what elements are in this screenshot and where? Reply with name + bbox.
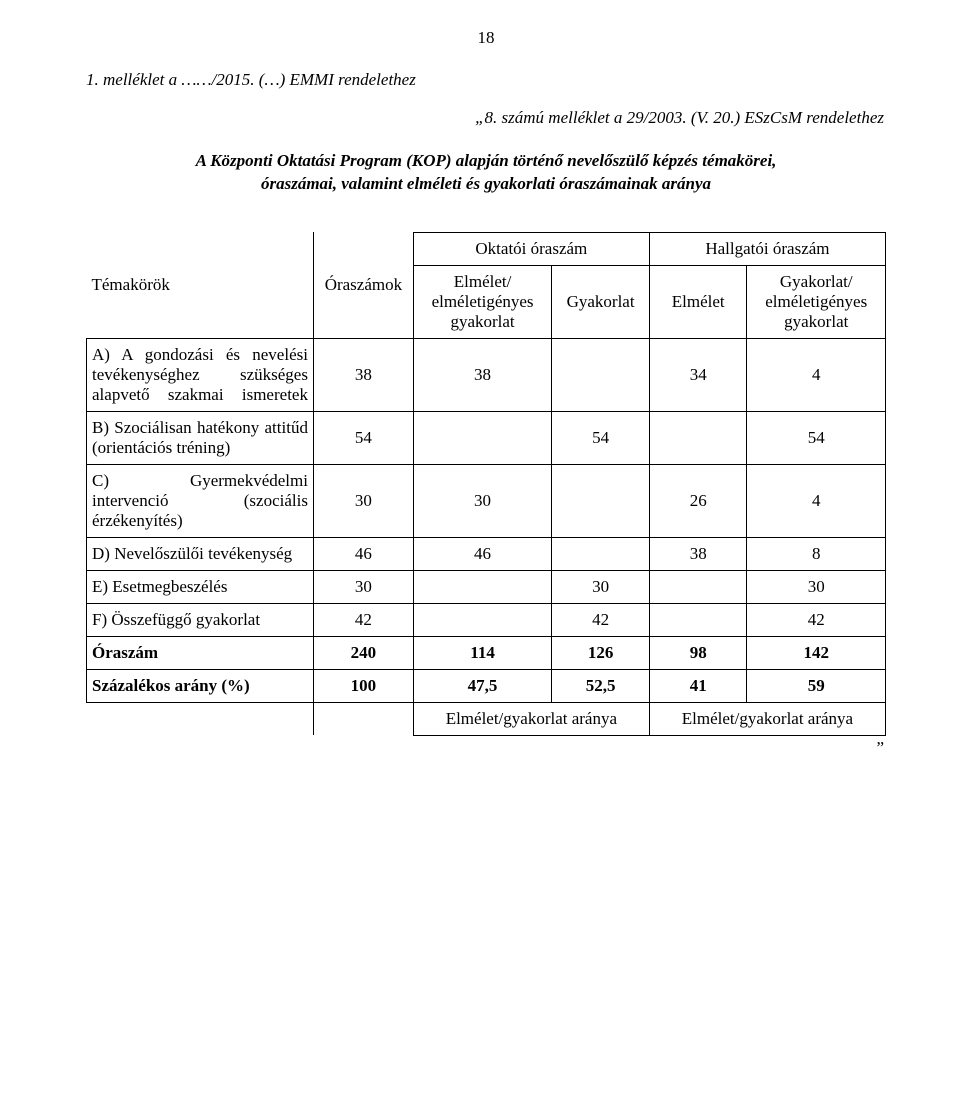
table-header-row-1: Témakörök Óraszámok Oktatói óraszám Hall…: [87, 232, 886, 265]
col-oraszamok: Óraszámok: [313, 232, 413, 338]
row-d-h-e: 38: [649, 537, 747, 570]
col-gyakorlat-h: Gyakorlat/ elméletigényes gyakorlat: [747, 265, 886, 338]
pct-h-e: 41: [649, 669, 747, 702]
row-c-okt-g: [552, 464, 650, 537]
row-e-ossz: 30: [313, 570, 413, 603]
oraszam-h-g: 142: [747, 636, 886, 669]
footer-right: Elmélet/gyakorlat aránya: [649, 702, 885, 735]
row-e-h-e: [649, 570, 747, 603]
document-subtitle: A Központi Oktatási Program (KOP) alapjá…: [86, 150, 886, 196]
row-e-okt-g: 30: [552, 570, 650, 603]
row-d-okt-g: [552, 537, 650, 570]
table-row: F) Összefüggő gyakorlat 42 42 42: [87, 603, 886, 636]
row-a-h-e: 34: [649, 338, 747, 411]
table-row-totals: Óraszám 240 114 126 98 142: [87, 636, 886, 669]
attachment-heading-2: „8. számú melléklet a 29/2003. (V. 20.) …: [86, 108, 886, 128]
col-oktatoi: Oktatói óraszám: [413, 232, 649, 265]
oraszam-okt-e: 114: [413, 636, 551, 669]
attachment-heading-1: 1. melléklet a ……/2015. (…) EMMI rendele…: [86, 70, 886, 90]
table-row: C) Gyermekvédelmi intervenció (szociális…: [87, 464, 886, 537]
row-f-okt-e: [413, 603, 551, 636]
row-b-h-g: 54: [747, 411, 886, 464]
oraszam-label: Óraszám: [87, 636, 314, 669]
row-c-ossz: 30: [313, 464, 413, 537]
table-row-percent: Százalékos arány (%) 100 47,5 52,5 41 59: [87, 669, 886, 702]
row-b-h-e: [649, 411, 747, 464]
footer-empty-2: [313, 702, 413, 735]
row-a-ossz: 38: [313, 338, 413, 411]
footer-empty-1: [87, 702, 314, 735]
pct-okt-g: 52,5: [552, 669, 650, 702]
pct-label: Százalékos arány (%): [87, 669, 314, 702]
row-f-h-e: [649, 603, 747, 636]
oraszam-ossz: 240: [313, 636, 413, 669]
row-b-ossz: 54: [313, 411, 413, 464]
row-b-label: B) Szociálisan hatékony attitűd (orientá…: [87, 411, 314, 464]
col-gyakorlat-okt: Gyakorlat: [552, 265, 650, 338]
row-d-h-g: 8: [747, 537, 886, 570]
col-temakorok: Témakörök: [87, 232, 314, 338]
row-e-label: E) Esetmegbeszélés: [87, 570, 314, 603]
col-elmelet-h: Elmélet: [649, 265, 747, 338]
footer-left: Elmélet/gyakorlat aránya: [413, 702, 649, 735]
col-hallgatoi: Hallgatói óraszám: [649, 232, 885, 265]
subtitle-line-1: A Központi Oktatási Program (KOP) alapjá…: [196, 151, 777, 170]
oraszam-h-e: 98: [649, 636, 747, 669]
row-e-okt-e: [413, 570, 551, 603]
col-elmelet-okt: Elmélet/ elméletigényes gyakorlat: [413, 265, 551, 338]
hours-table: Témakörök Óraszámok Oktatói óraszám Hall…: [86, 232, 886, 736]
table-row: E) Esetmegbeszélés 30 30 30: [87, 570, 886, 603]
oraszam-okt-g: 126: [552, 636, 650, 669]
row-d-ossz: 46: [313, 537, 413, 570]
page-number: 18: [86, 28, 886, 48]
table-row: D) Nevelőszülői tevékenység 46 46 38 8: [87, 537, 886, 570]
row-a-label: A) A gondozási és nevelési tevékenységhe…: [87, 338, 314, 411]
row-c-h-e: 26: [649, 464, 747, 537]
row-d-okt-e: 46: [413, 537, 551, 570]
pct-ossz: 100: [313, 669, 413, 702]
table-row: A) A gondozási és nevelési tevékenységhe…: [87, 338, 886, 411]
row-c-label: C) Gyermekvédelmi intervenció (szociális…: [87, 464, 314, 537]
row-d-label: D) Nevelőszülői tevékenység: [87, 537, 314, 570]
row-e-h-g: 30: [747, 570, 886, 603]
table-row-footer: Elmélet/gyakorlat aránya Elmélet/gyakorl…: [87, 702, 886, 735]
row-c-h-g: 4: [747, 464, 886, 537]
closing-quote: ”: [86, 738, 886, 758]
row-a-okt-g: [552, 338, 650, 411]
pct-h-g: 59: [747, 669, 886, 702]
row-f-ossz: 42: [313, 603, 413, 636]
pct-okt-e: 47,5: [413, 669, 551, 702]
row-f-h-g: 42: [747, 603, 886, 636]
row-b-okt-e: [413, 411, 551, 464]
subtitle-line-2: óraszámai, valamint elméleti és gyakorla…: [261, 174, 711, 193]
row-f-okt-g: 42: [552, 603, 650, 636]
row-a-h-g: 4: [747, 338, 886, 411]
row-b-okt-g: 54: [552, 411, 650, 464]
row-c-okt-e: 30: [413, 464, 551, 537]
table-row: B) Szociálisan hatékony attitűd (orientá…: [87, 411, 886, 464]
row-a-okt-e: 38: [413, 338, 551, 411]
row-f-label: F) Összefüggő gyakorlat: [87, 603, 314, 636]
